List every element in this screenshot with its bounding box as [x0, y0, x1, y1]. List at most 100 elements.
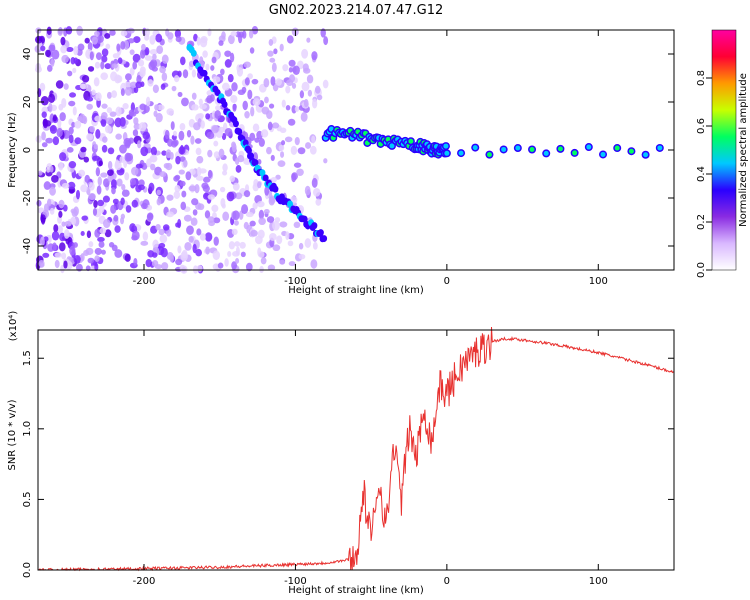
noise-speckle	[249, 47, 255, 54]
noise-speckle	[116, 43, 121, 52]
noise-speckle	[105, 125, 112, 134]
noise-speckle	[104, 32, 111, 39]
noise-speckle	[65, 46, 74, 53]
noise-speckle	[186, 225, 194, 235]
noise-speckle	[288, 74, 296, 83]
noise-speckle	[89, 125, 96, 133]
noise-speckle	[191, 69, 197, 78]
tone-point	[458, 150, 464, 156]
noise-speckle	[78, 113, 86, 123]
noise-speckle	[224, 50, 232, 57]
noise-speckle	[258, 209, 265, 220]
tone-point	[486, 152, 492, 158]
noise-speckle	[175, 36, 182, 43]
noise-speckle	[237, 33, 243, 44]
noise-speckle	[307, 89, 313, 97]
noise-speckle	[173, 190, 181, 200]
noise-speckle	[149, 155, 157, 162]
noise-speckle	[144, 27, 150, 37]
noise-speckle	[124, 87, 133, 96]
noise-speckle	[55, 80, 64, 89]
noise-speckle	[124, 81, 132, 88]
noise-speckle	[198, 168, 207, 174]
noise-speckle	[129, 81, 138, 88]
noise-speckle	[124, 139, 131, 149]
noise-speckle	[183, 214, 192, 222]
noise-speckle	[258, 251, 265, 258]
noise-speckle	[141, 43, 146, 51]
noise-speckle	[41, 142, 48, 148]
noise-speckle	[213, 236, 219, 246]
noise-speckle	[224, 59, 232, 68]
noise-speckle	[292, 65, 300, 75]
noise-speckle	[181, 190, 187, 198]
noise-speckle	[45, 49, 51, 58]
noise-speckle	[114, 160, 122, 171]
noise-speckle	[188, 185, 197, 192]
noise-speckle	[162, 224, 170, 231]
noise-speckle	[248, 29, 254, 39]
noise-speckle	[241, 30, 247, 39]
noise-speckle	[191, 92, 197, 100]
noise-speckle	[133, 36, 141, 44]
trace-point	[252, 159, 259, 167]
noise-speckle	[84, 174, 90, 183]
noise-speckle	[170, 121, 175, 131]
noise-speckle	[63, 83, 69, 90]
noise-speckle	[222, 170, 228, 176]
noise-speckle	[231, 141, 236, 149]
noise-speckle	[244, 111, 250, 119]
noise-speckle	[100, 118, 107, 127]
noise-speckle	[212, 76, 221, 83]
noise-speckle	[75, 189, 80, 200]
noise-speckle	[152, 84, 159, 94]
noise-speckle	[119, 144, 127, 154]
y-tick-label: 1.5	[22, 350, 33, 366]
noise-speckle	[80, 230, 85, 237]
noise-speckle	[132, 129, 139, 137]
noise-speckle	[181, 249, 188, 259]
noise-speckle	[87, 42, 93, 52]
noise-speckle	[150, 163, 156, 171]
noise-speckle	[158, 228, 165, 236]
noise-speckle	[101, 111, 108, 120]
colorbar-tick-label: 0.2	[696, 214, 707, 230]
noise-speckle	[309, 145, 317, 155]
noise-speckle	[68, 188, 75, 194]
noise-speckle	[60, 36, 66, 46]
noise-speckle	[52, 242, 57, 252]
noise-speckle	[161, 150, 167, 156]
noise-speckle	[106, 107, 113, 114]
snr-x-label: Height of straight line (km)	[288, 585, 424, 596]
noise-speckle	[116, 75, 123, 83]
noise-speckle	[211, 204, 219, 213]
noise-speckle	[36, 199, 42, 207]
noise-speckle	[115, 106, 122, 117]
noise-speckle	[288, 59, 296, 67]
noise-speckle	[77, 43, 85, 51]
noise-speckle	[247, 89, 253, 100]
noise-speckle	[58, 161, 64, 171]
noise-speckle	[263, 209, 270, 215]
noise-speckle	[291, 82, 297, 89]
noise-speckle	[218, 148, 225, 158]
noise-speckle	[198, 98, 203, 106]
noise-speckle	[169, 254, 174, 263]
noise-speckle	[279, 259, 286, 265]
noise-speckle	[68, 161, 77, 169]
noise-speckle	[111, 179, 117, 188]
noise-speckle	[86, 103, 93, 110]
noise-speckle	[214, 110, 221, 119]
noise-speckle	[172, 130, 177, 137]
x-tick-label: 0	[444, 276, 450, 287]
noise-speckle	[138, 179, 145, 187]
noise-speckle	[205, 113, 211, 120]
noise-speckle	[101, 48, 109, 57]
noise-speckle	[190, 217, 198, 226]
noise-speckle	[228, 241, 235, 250]
noise-speckle	[98, 160, 103, 167]
noise-speckle	[294, 136, 300, 146]
noise-speckle	[160, 247, 168, 258]
y-tick-label: -40	[22, 238, 33, 254]
